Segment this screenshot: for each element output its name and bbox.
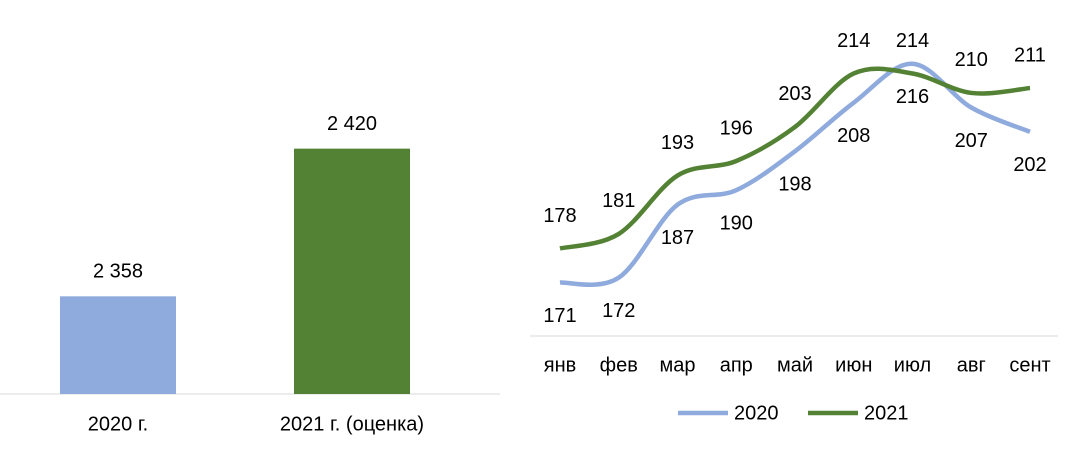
data-label: 203 xyxy=(778,83,811,105)
data-label: 207 xyxy=(955,130,988,152)
data-label: 2 420 xyxy=(327,113,377,135)
data-label: 210 xyxy=(955,49,988,71)
data-label: 178 xyxy=(543,205,576,227)
data-label: 208 xyxy=(837,125,870,147)
bar xyxy=(294,148,410,394)
data-label: 216 xyxy=(896,86,929,108)
data-label: 198 xyxy=(778,174,811,196)
x-tick-label: сент xyxy=(1009,354,1050,376)
x-tick-label: июн xyxy=(835,354,872,376)
x-tick-label: 2020 г. xyxy=(88,413,148,435)
x-tick-label: июл xyxy=(894,354,931,376)
data-label: 211 xyxy=(1014,44,1046,66)
data-label: 190 xyxy=(720,212,753,234)
bar xyxy=(60,296,176,394)
data-label: 172 xyxy=(602,300,635,322)
data-label: 214 xyxy=(837,30,870,52)
x-tick-label: мар xyxy=(660,354,696,376)
data-label: 202 xyxy=(1013,154,1046,176)
data-label: 187 xyxy=(661,227,694,249)
x-tick-label: янв xyxy=(544,354,577,376)
legend-label: 2020 xyxy=(734,402,779,424)
x-tick-label: авг xyxy=(957,354,986,376)
data-label: 2 358 xyxy=(93,261,143,283)
x-tick-label: май xyxy=(777,354,813,376)
x-tick-label: апр xyxy=(720,354,753,376)
line xyxy=(559,66,1031,251)
data-label: 196 xyxy=(720,117,753,139)
data-label: 171 xyxy=(543,305,576,327)
x-tick-label: фев xyxy=(600,354,638,376)
data-label: 193 xyxy=(661,132,694,154)
data-label: 214 xyxy=(896,30,929,52)
data-label: 181 xyxy=(602,190,635,212)
legend-label: 2021 xyxy=(864,402,909,424)
x-tick-label: 2021 г. (оценка) xyxy=(280,413,424,435)
